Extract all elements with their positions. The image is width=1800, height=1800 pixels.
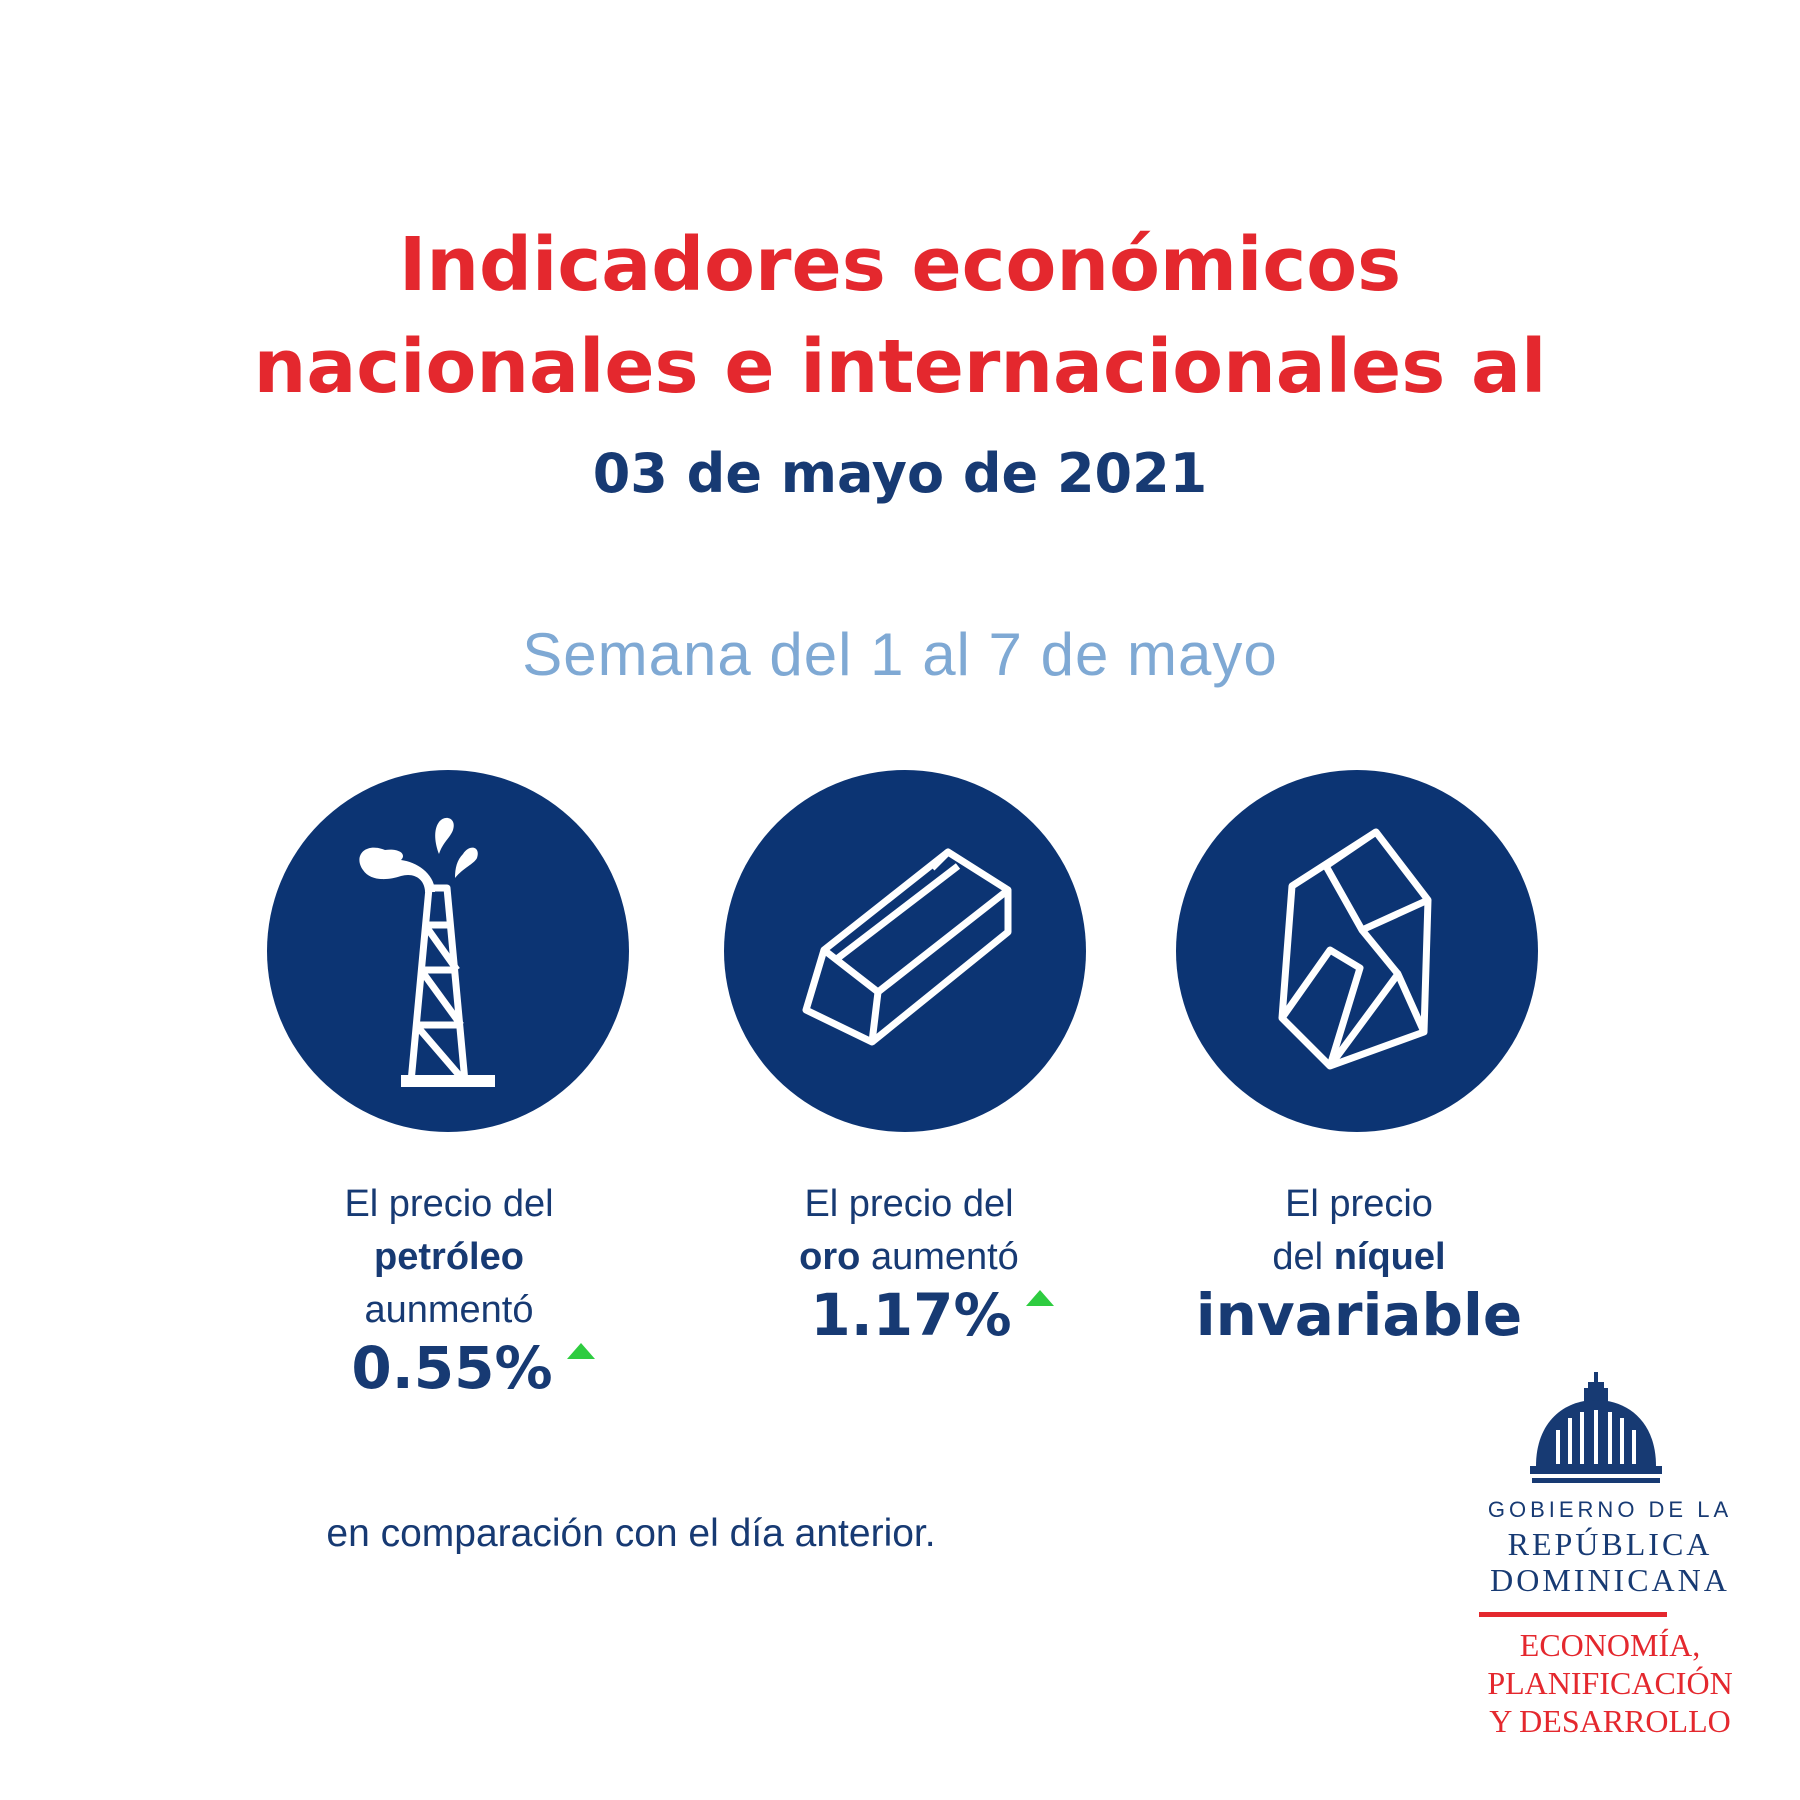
- gold-value: 1.17%: [810, 1281, 1012, 1349]
- gold-bar-icon: [802, 848, 1012, 1046]
- page-title-line2: nacionales e internacionales al: [253, 324, 1547, 410]
- page-title-line1: Indicadores económicos: [398, 222, 1402, 308]
- nickel-indicator: El precio del níquel invariable: [1178, 1178, 1540, 1350]
- oil-icon-circle: [267, 770, 629, 1132]
- oil-indicator: El precio del petróleo aunmentó 0.55%: [268, 1178, 630, 1403]
- nickel-value: invariable: [1195, 1281, 1523, 1349]
- nickel-ore-icon: [1278, 828, 1432, 1070]
- gold-line1: El precio del: [804, 1183, 1014, 1225]
- logo-ministry-line1: ECONOMÍA,: [1519, 1627, 1701, 1663]
- logo-ministry-line3: Y DESARROLLO: [1489, 1703, 1731, 1739]
- gold-indicator: El precio del oro aumentó 1.17%: [728, 1178, 1090, 1350]
- gold-icon-circle: [724, 770, 1086, 1132]
- logo-gov-line2: REPÚBLICA: [1507, 1526, 1713, 1562]
- nickel-icon-circle: [1176, 770, 1538, 1132]
- logo-ministry-line2: PLANIFICACIÓN: [1487, 1665, 1733, 1701]
- report-date: 03 de mayo de 2021: [592, 442, 1208, 505]
- gold-commodity: oro: [799, 1236, 861, 1278]
- nickel-commodity: níquel: [1333, 1236, 1446, 1278]
- oil-line1: El precio del: [344, 1183, 554, 1225]
- comparison-note: en comparación con el día anterior.: [326, 1512, 936, 1555]
- oil-value: 0.55%: [351, 1334, 553, 1402]
- nickel-line2-pre: del: [1272, 1236, 1324, 1278]
- logo-gov-line3: DOMINICANA: [1490, 1562, 1730, 1598]
- week-range: Semana del 1 al 7 de mayo: [522, 621, 1278, 688]
- oil-line3: aunmentó: [364, 1289, 534, 1331]
- gold-line2-rest: aumentó: [870, 1236, 1019, 1278]
- nickel-line1: El precio: [1285, 1183, 1433, 1225]
- up-arrow-icon: [1025, 1290, 1054, 1306]
- logo-divider: [1479, 1612, 1667, 1617]
- oil-derrick-icon: [359, 817, 495, 1087]
- government-dome-logo: [1530, 1372, 1662, 1483]
- up-arrow-icon: [566, 1343, 595, 1359]
- logo-gov-line1: GOBIERNO DE LA: [1487, 1497, 1733, 1522]
- oil-commodity: petróleo: [374, 1236, 524, 1278]
